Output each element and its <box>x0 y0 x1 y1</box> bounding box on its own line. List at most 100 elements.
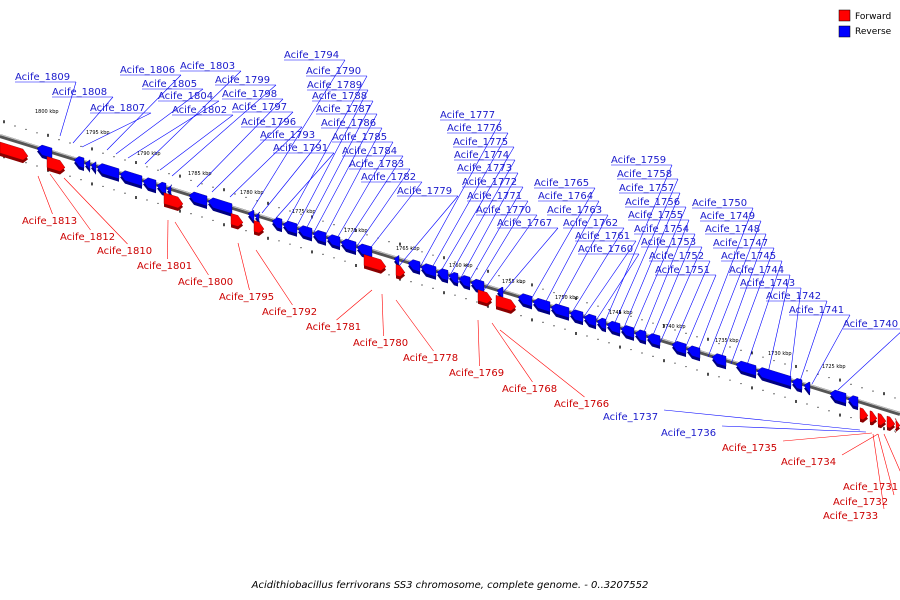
leader-line <box>672 260 711 348</box>
reverse-gene <box>119 170 143 187</box>
leader-line <box>528 187 596 304</box>
reverse-gene <box>254 211 261 223</box>
reverse-gene-label: Acife_1775 <box>453 137 508 148</box>
forward-gene <box>869 410 878 423</box>
reverse-gene <box>393 254 400 266</box>
leader-line <box>381 293 384 337</box>
leader-line <box>719 233 767 362</box>
leader-line <box>767 274 791 374</box>
leader-line <box>37 175 53 215</box>
forward-gene-label: Acife_1769 <box>449 368 504 379</box>
forward-gene-label: Acife_1780 <box>353 338 408 349</box>
reverse-gene-label: Acife_1751 <box>655 265 710 276</box>
reverse-gene-label: Acife_1742 <box>766 291 821 302</box>
reverse-gene-label: Acife_1757 <box>619 183 674 194</box>
reverse-gene <box>596 317 607 330</box>
reverse-gene-label: Acife_1744 <box>729 265 784 276</box>
forward-gene-label: Acife_1736 <box>661 428 716 439</box>
map-caption: Acidithiobacillus ferrivorans SS3 chromo… <box>251 580 649 591</box>
forward-gene-label: Acife_1792 <box>262 307 317 318</box>
forward-gene-label: Acife_1810 <box>97 246 152 257</box>
leader-line <box>782 432 873 442</box>
forward-gene-label: Acife_1731 <box>843 482 898 493</box>
leader-line <box>115 88 204 155</box>
reverse-gene <box>470 278 485 292</box>
leader-line <box>872 433 885 510</box>
reverse-gene-label: Acife_1741 <box>789 305 844 316</box>
legend-forward-swatch <box>838 9 851 22</box>
leader-line <box>457 172 519 284</box>
kbp-label: 1790 kbp <box>137 151 161 157</box>
forward-gene-label: Acife_1737 <box>603 412 658 423</box>
leader-line <box>707 220 762 358</box>
reverse-gene <box>90 161 97 173</box>
leader-line <box>418 119 502 270</box>
leader-line <box>398 195 459 267</box>
reverse-gene <box>84 159 91 171</box>
forward-gene-label: Acife_1778 <box>403 353 458 364</box>
leader-line <box>696 207 754 355</box>
forward-gene-label: Acife_1735 <box>722 443 777 454</box>
leader-line <box>81 112 152 148</box>
reverse-gene <box>847 395 859 408</box>
reverse-gene-label: Acife_1760 <box>578 244 633 255</box>
reverse-gene <box>606 320 621 334</box>
reverse-gene-label: Acife_1776 <box>447 123 502 134</box>
leader-line <box>466 186 524 286</box>
reverse-gene-label: Acife_1788 <box>312 91 367 102</box>
leader-line <box>841 433 879 456</box>
forward-gene-label: Acife_1813 <box>22 216 77 227</box>
reverse-gene <box>73 156 85 169</box>
leader-line <box>570 227 625 315</box>
kbp-label: 1770 kbp <box>344 228 368 234</box>
leader-line <box>324 127 383 237</box>
reverse-gene-label: Acife_1793 <box>260 130 315 141</box>
forward-gene <box>163 192 184 209</box>
reverse-gene-label: Acife_1779 <box>397 186 452 197</box>
reverse-gene <box>583 313 597 327</box>
reverse-gene-label: Acife_1807 <box>90 103 145 114</box>
reverse-gene-label: Acife_1794 <box>284 50 339 61</box>
forward-gene <box>363 254 387 271</box>
leader-line <box>663 409 861 431</box>
leader-line <box>261 139 322 214</box>
leader-line <box>799 300 828 382</box>
leader-line <box>491 322 533 383</box>
reverse-gene-label: Acife_1750 <box>692 198 747 209</box>
reverse-gene-label: Acife_1773 <box>457 163 512 174</box>
leader-line <box>883 433 900 472</box>
forward-gene <box>877 413 887 426</box>
leader-line <box>555 214 609 311</box>
leader-line <box>296 89 369 227</box>
leader-line <box>144 70 242 165</box>
leader-line <box>211 111 294 193</box>
leader-line <box>477 319 480 367</box>
leader-line <box>305 100 374 230</box>
leader-line <box>745 260 783 369</box>
reverse-gene-label: Acife_1765 <box>534 178 589 189</box>
kbp-label: 1740 kbp <box>662 324 686 330</box>
reverse-gene-label: Acife_1789 <box>307 80 362 91</box>
gene-features <box>0 141 900 433</box>
forward-gene <box>253 220 265 234</box>
leader-line <box>447 159 516 280</box>
reverse-gene-label: Acife_1785 <box>332 132 387 143</box>
reverse-gene <box>829 389 847 404</box>
kbp-label: 1775 kbp <box>292 209 316 215</box>
reverse-gene <box>448 272 459 284</box>
forward-gene <box>0 141 29 161</box>
kbp-label: 1785 kbp <box>188 171 212 177</box>
forward-gene <box>495 295 517 312</box>
reverse-gene-label: Acife_1805 <box>142 79 197 90</box>
leader-line <box>730 247 775 365</box>
reverse-gene <box>458 275 471 288</box>
leader-line <box>275 152 335 219</box>
kbp-scale: 1800 kbp 1795 kbp 1790 kbp 1785 kbp 1780 kbp… <box>35 109 846 370</box>
tick-rows <box>3 120 896 432</box>
kbp-label: 1745 kbp <box>609 310 633 316</box>
reverse-gene-label: Acife_1791 <box>273 143 328 154</box>
kbp-label: 1725 kbp <box>822 364 846 370</box>
leader-line <box>721 425 867 433</box>
reverse-gene-label: Acife_1806 <box>120 65 175 76</box>
leader-line <box>683 274 717 352</box>
